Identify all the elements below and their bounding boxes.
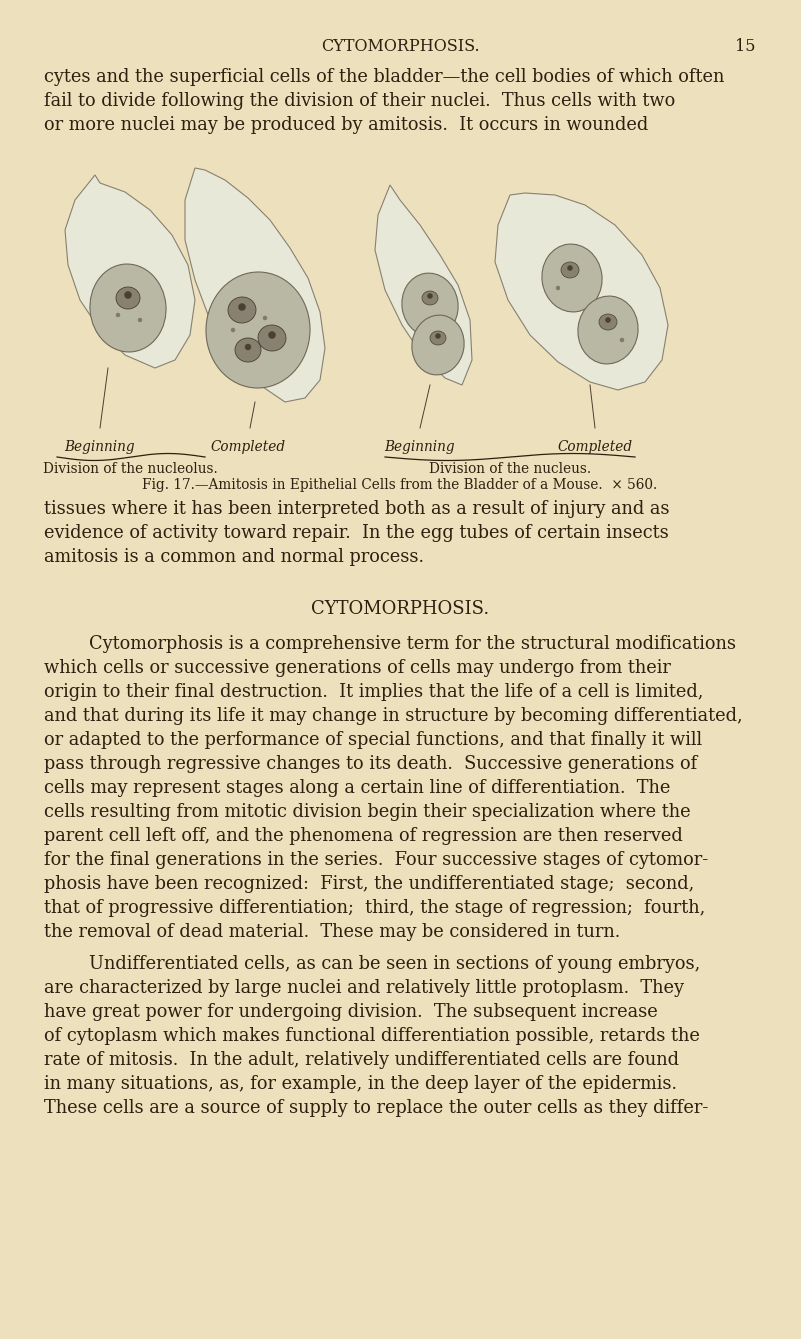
Text: phosis have been recognized:  First, the undifferentiated stage;  second,: phosis have been recognized: First, the … xyxy=(44,874,694,893)
Text: 15: 15 xyxy=(735,37,755,55)
Text: amitosis is a common and normal process.: amitosis is a common and normal process. xyxy=(44,548,424,566)
Ellipse shape xyxy=(428,293,433,299)
Text: Beginning: Beginning xyxy=(384,441,455,454)
Text: rate of mitosis.  In the adult, relatively undifferentiated cells are found: rate of mitosis. In the adult, relativel… xyxy=(44,1051,679,1069)
Ellipse shape xyxy=(206,272,310,388)
Text: and that during its life it may change in structure by becoming differentiated,: and that during its life it may change i… xyxy=(44,707,743,724)
Text: tissues where it has been interpreted both as a result of injury and as: tissues where it has been interpreted bo… xyxy=(44,499,670,518)
Ellipse shape xyxy=(422,291,438,305)
Ellipse shape xyxy=(436,333,441,339)
Text: origin to their final destruction.  It implies that the life of a cell is limite: origin to their final destruction. It im… xyxy=(44,683,703,702)
Polygon shape xyxy=(65,175,195,368)
Ellipse shape xyxy=(245,344,251,349)
Ellipse shape xyxy=(90,264,166,352)
Text: pass through regressive changes to its death.  Successive generations of: pass through regressive changes to its d… xyxy=(44,755,697,773)
Text: Undifferentiated cells, as can be seen in sections of young embryos,: Undifferentiated cells, as can be seen i… xyxy=(44,955,700,973)
Ellipse shape xyxy=(578,296,638,364)
Text: for the final generations in the series.  Four successive stages of cytomor-: for the final generations in the series.… xyxy=(44,852,708,869)
Ellipse shape xyxy=(606,317,610,323)
Text: CYTOMORPHOSIS.: CYTOMORPHOSIS. xyxy=(311,600,489,619)
Text: These cells are a source of supply to replace the outer cells as they differ-: These cells are a source of supply to re… xyxy=(44,1099,708,1117)
Ellipse shape xyxy=(116,287,140,309)
Text: or more nuclei may be produced by amitosis.  It occurs in wounded: or more nuclei may be produced by amitos… xyxy=(44,116,648,134)
Text: CYTOMORPHOSIS.: CYTOMORPHOSIS. xyxy=(320,37,479,55)
Text: cells may represent stages along a certain line of differentiation.  The: cells may represent stages along a certa… xyxy=(44,779,670,797)
Text: or adapted to the performance of special functions, and that finally it will: or adapted to the performance of special… xyxy=(44,731,702,749)
Text: cells resulting from mitotic division begin their specialization where the: cells resulting from mitotic division be… xyxy=(44,803,690,821)
Text: of cytoplasm which makes functional differentiation possible, retards the: of cytoplasm which makes functional diff… xyxy=(44,1027,700,1044)
Ellipse shape xyxy=(228,297,256,323)
Ellipse shape xyxy=(124,292,131,299)
Text: Fig. 17.—Amitosis in Epithelial Cells from the Bladder of a Mouse.  × 560.: Fig. 17.—Amitosis in Epithelial Cells fr… xyxy=(143,478,658,491)
Text: parent cell left off, and the phenomena of regression are then reserved: parent cell left off, and the phenomena … xyxy=(44,828,682,845)
Text: the removal of dead material.  These may be considered in turn.: the removal of dead material. These may … xyxy=(44,923,620,941)
Ellipse shape xyxy=(268,332,276,339)
Ellipse shape xyxy=(556,287,560,291)
Text: evidence of activity toward repair.  In the egg tubes of certain insects: evidence of activity toward repair. In t… xyxy=(44,524,669,542)
Ellipse shape xyxy=(231,328,235,332)
Text: cytes and the superficial cells of the bladder—the cell bodies of which often: cytes and the superficial cells of the b… xyxy=(44,68,724,86)
Text: Beginning: Beginning xyxy=(65,441,135,454)
Text: Division of the nucleolus.: Division of the nucleolus. xyxy=(42,462,217,475)
Ellipse shape xyxy=(620,337,624,341)
Text: that of progressive differentiation;  third, the stage of regression;  fourth,: that of progressive differentiation; thi… xyxy=(44,898,705,917)
Text: which cells or successive generations of cells may undergo from their: which cells or successive generations of… xyxy=(44,659,671,678)
Ellipse shape xyxy=(561,262,579,279)
Ellipse shape xyxy=(567,265,573,270)
Ellipse shape xyxy=(239,304,245,311)
Ellipse shape xyxy=(263,316,267,320)
Ellipse shape xyxy=(599,315,617,329)
Text: Completed: Completed xyxy=(211,441,286,454)
Ellipse shape xyxy=(235,337,261,362)
Polygon shape xyxy=(375,185,472,386)
Ellipse shape xyxy=(116,313,120,317)
Text: are characterized by large nuclei and relatively little protoplasm.  They: are characterized by large nuclei and re… xyxy=(44,979,684,998)
Polygon shape xyxy=(185,167,325,402)
Polygon shape xyxy=(495,193,668,390)
Text: Cytomorphosis is a comprehensive term for the structural modifications: Cytomorphosis is a comprehensive term fo… xyxy=(44,635,736,653)
Text: fail to divide following the division of their nuclei.  Thus cells with two: fail to divide following the division of… xyxy=(44,92,675,110)
Text: have great power for undergoing division.  The subsequent increase: have great power for undergoing division… xyxy=(44,1003,658,1022)
Text: in many situations, as, for example, in the deep layer of the epidermis.: in many situations, as, for example, in … xyxy=(44,1075,677,1093)
Ellipse shape xyxy=(138,317,142,321)
Text: Division of the nucleus.: Division of the nucleus. xyxy=(429,462,591,475)
Ellipse shape xyxy=(542,244,602,312)
Ellipse shape xyxy=(402,273,458,337)
Ellipse shape xyxy=(258,325,286,351)
Ellipse shape xyxy=(430,331,446,345)
Text: Completed: Completed xyxy=(557,441,633,454)
Ellipse shape xyxy=(412,315,464,375)
